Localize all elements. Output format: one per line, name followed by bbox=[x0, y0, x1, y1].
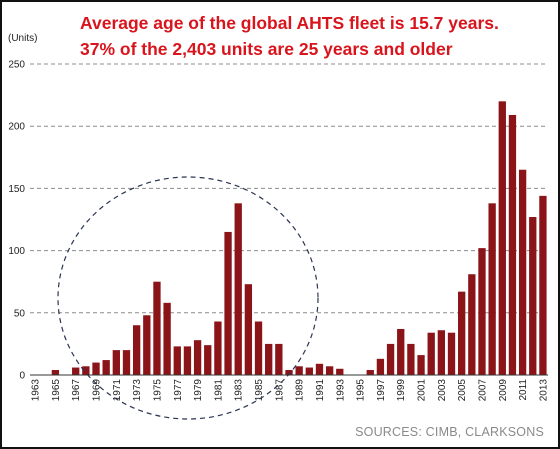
bar bbox=[173, 346, 181, 375]
y-tick-label: 50 bbox=[14, 308, 26, 319]
bar bbox=[447, 332, 456, 375]
bar bbox=[254, 321, 263, 375]
x-tick-label: 1977 bbox=[173, 379, 184, 402]
x-tick-label: 1995 bbox=[356, 379, 367, 402]
bar bbox=[102, 360, 110, 375]
x-tick-label: 1967 bbox=[71, 379, 82, 402]
bar bbox=[214, 321, 222, 375]
bar bbox=[275, 343, 283, 375]
bar bbox=[122, 350, 131, 375]
title-line-2: 37% of the 2,403 units are 25 years and … bbox=[80, 39, 453, 59]
bar bbox=[51, 370, 60, 375]
bar bbox=[305, 367, 313, 375]
bar bbox=[183, 346, 192, 375]
bar bbox=[72, 367, 80, 375]
bar bbox=[336, 368, 344, 375]
x-tick-label: 1971 bbox=[112, 379, 123, 402]
bar bbox=[376, 358, 385, 375]
bar bbox=[265, 343, 273, 375]
bar bbox=[529, 217, 537, 375]
bar bbox=[488, 203, 496, 375]
y-tick-label: 0 bbox=[19, 371, 25, 382]
bar bbox=[92, 362, 100, 375]
highlight-ellipse bbox=[57, 176, 319, 420]
y-axis-unit-label: (Units) bbox=[8, 33, 37, 44]
bar bbox=[458, 291, 466, 375]
bar bbox=[204, 345, 212, 375]
bar bbox=[153, 281, 161, 375]
bar bbox=[539, 195, 547, 375]
y-tick-label: 250 bbox=[8, 60, 25, 71]
bar bbox=[386, 343, 395, 375]
x-tick-label: 2005 bbox=[457, 379, 468, 402]
x-tick-label: 1963 bbox=[31, 379, 42, 402]
x-tick-label: 1965 bbox=[51, 379, 62, 402]
x-tick-label: 2007 bbox=[477, 379, 488, 402]
bar bbox=[163, 302, 171, 375]
bar bbox=[427, 332, 435, 375]
x-tick-label: 1993 bbox=[335, 379, 346, 402]
x-axis-ticks: 1963 1965 1967 1969 1971 1973 1975 1977 1979 1981… bbox=[31, 379, 550, 402]
bar bbox=[397, 328, 405, 375]
x-tick-label: 1987 bbox=[274, 379, 285, 402]
x-tick-label: 2003 bbox=[437, 379, 448, 402]
x-tick-label: 2013 bbox=[538, 379, 549, 402]
bar bbox=[478, 248, 486, 375]
bar bbox=[244, 284, 253, 375]
bar bbox=[417, 355, 425, 375]
x-tick-label: 2009 bbox=[498, 379, 509, 402]
bar bbox=[224, 231, 232, 375]
x-tick-label: 1975 bbox=[152, 379, 163, 402]
y-tick-label: 150 bbox=[8, 184, 25, 195]
bar bbox=[82, 366, 90, 375]
source-note: SOURCES: CIMB, CLARKSONS bbox=[355, 425, 544, 439]
x-tick-label: 1985 bbox=[254, 379, 265, 402]
bar bbox=[407, 343, 415, 375]
x-tick-label: 1983 bbox=[234, 379, 245, 402]
x-tick-label: 1997 bbox=[376, 379, 387, 402]
x-tick-label: 1981 bbox=[213, 379, 224, 402]
x-tick-label: 1973 bbox=[132, 379, 143, 402]
x-tick-label: 1979 bbox=[193, 379, 204, 402]
bar bbox=[498, 101, 506, 375]
bar bbox=[193, 340, 202, 375]
chart-title: Average age of the global AHTS fleet is … bbox=[80, 10, 550, 62]
bar bbox=[315, 363, 324, 375]
x-tick-label: 1999 bbox=[396, 379, 407, 402]
bar bbox=[295, 366, 303, 375]
y-axis-ticks: 0 50 100 150 200 250 bbox=[8, 60, 25, 382]
title-line-1: Average age of the global AHTS fleet is … bbox=[80, 13, 499, 33]
bar bbox=[234, 203, 242, 375]
bar bbox=[518, 169, 527, 375]
gridlines bbox=[30, 63, 548, 314]
bars bbox=[51, 101, 547, 375]
bar bbox=[112, 350, 120, 375]
bar bbox=[366, 370, 374, 375]
x-tick-label: 1989 bbox=[295, 379, 306, 402]
x-tick-label: 2011 bbox=[518, 379, 529, 401]
x-tick-label: 2001 bbox=[417, 379, 428, 402]
bar bbox=[285, 370, 293, 375]
bar bbox=[325, 366, 334, 375]
x-tick-label: 1991 bbox=[315, 379, 326, 402]
y-tick-label: 100 bbox=[8, 246, 25, 257]
x-tick-label: 1969 bbox=[92, 379, 103, 402]
bar bbox=[437, 330, 446, 375]
y-tick-label: 200 bbox=[8, 122, 25, 133]
bar bbox=[508, 115, 517, 375]
bar bbox=[132, 325, 141, 375]
bar bbox=[468, 274, 476, 375]
bar bbox=[143, 315, 151, 375]
